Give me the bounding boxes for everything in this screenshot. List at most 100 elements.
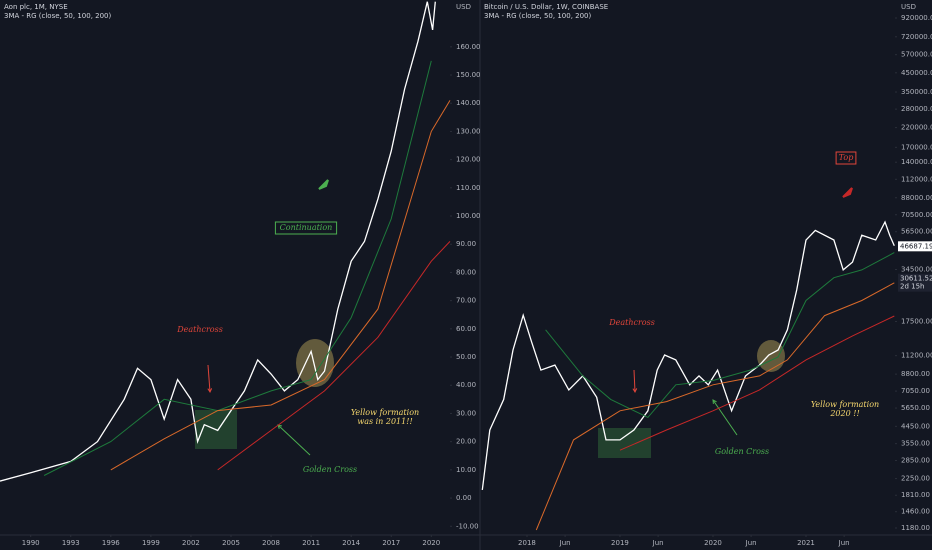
y-tick-label: 110.00	[456, 184, 481, 192]
y-tick-label: 40.00	[456, 381, 476, 389]
y-tick-label: 88000.00	[901, 194, 932, 202]
annotation-box	[274, 221, 338, 235]
y-tick-label: 0.00	[456, 494, 472, 502]
y-tick-label: 920000.00	[901, 14, 932, 22]
y-tick-label: 3550.00	[901, 440, 930, 448]
price-line	[43, 60, 432, 476]
arrow	[633, 369, 636, 393]
arrow-head	[712, 399, 717, 405]
price-line	[0, 1, 436, 482]
y-tick-label: 450000.00	[901, 69, 932, 77]
price-line	[619, 315, 895, 451]
icon	[842, 187, 853, 198]
zone-box	[598, 428, 651, 458]
y-tick-label: 20.00	[456, 438, 476, 446]
chart-title: Bitcoin / U.S. Dollar, 1W, COINBASE	[484, 3, 608, 11]
x-tick-label: 1996	[102, 539, 120, 547]
x-tick-label: 2008	[262, 539, 280, 547]
x-tick-label: Jun	[559, 539, 571, 547]
y-tick-label: 30.00	[456, 409, 476, 417]
y-tick-label: 170000.00	[901, 143, 932, 151]
y-tick-label: 4450.00	[901, 422, 930, 430]
y-tick-label: 7050.00	[901, 387, 930, 395]
y-tick-label: 70500.00	[901, 211, 932, 219]
x-tick-label: 2002	[182, 539, 200, 547]
x-tick-label: 2019	[611, 539, 629, 547]
arrow-head	[632, 388, 638, 394]
annotation: 2020 !!	[829, 409, 859, 418]
x-tick-label: 2005	[222, 539, 240, 547]
y-tick-label: 280000.00	[901, 105, 932, 113]
annotation: Golden Cross	[303, 465, 357, 474]
x-tick-label: 1993	[62, 539, 80, 547]
price-line	[535, 282, 895, 531]
chart-subtitle: 3MA - RG (close, 50, 100, 200)	[484, 12, 592, 20]
x-tick-label: 2014	[342, 539, 360, 547]
x-tick-label: 2020	[704, 539, 722, 547]
annotation: Golden Cross	[715, 447, 769, 456]
x-tick-label: 2020	[422, 539, 440, 547]
annotation-box	[835, 151, 857, 165]
x-tick-label: Jun	[838, 539, 850, 547]
y-tick-label: 56500.00	[901, 228, 932, 236]
price-badge	[898, 273, 932, 292]
annotation: Continuation	[280, 223, 333, 232]
annotation: Yellow formation	[811, 400, 879, 409]
y-tick-label: 10.00	[456, 466, 476, 474]
y-tick-label: 2850.00	[901, 456, 930, 464]
y-tick-label: 220000.00	[901, 124, 932, 132]
y-tick-label: 130.00	[456, 127, 481, 135]
x-tick-label: 2018	[518, 539, 536, 547]
y-tick-label: 1810.00	[901, 491, 930, 499]
arrow	[277, 424, 311, 456]
y-tick-label: 100.00	[456, 212, 481, 220]
y-tick-label: 570000.00	[901, 51, 932, 59]
y-tick-label: 70.00	[456, 297, 476, 305]
x-tick-label: 2011	[302, 539, 320, 547]
price-badge-sub: 2d 15h	[900, 283, 924, 291]
y-tick-label: 60.00	[456, 325, 476, 333]
price-line	[110, 100, 451, 471]
price-badge	[898, 241, 932, 252]
x-tick-label: 2021	[797, 539, 815, 547]
y-tick-label: 160.00	[456, 43, 481, 51]
y-tick-label: 140000.00	[901, 158, 932, 166]
x-tick-label: Jun	[745, 539, 757, 547]
y-tick-label: 1180.00	[901, 524, 930, 532]
y-tick-label: -10.00	[456, 522, 479, 530]
x-tick-label: 2017	[382, 539, 400, 547]
y-tick-label: 350000.00	[901, 88, 932, 96]
y-tick-label: 112000.00	[901, 175, 932, 183]
y-tick-label: 5650.00	[901, 404, 930, 412]
y-tick-label: 1460.00	[901, 508, 930, 516]
y-tick-label: 90.00	[456, 240, 476, 248]
price-line	[481, 220, 895, 490]
icon	[318, 179, 329, 190]
yellow-formation	[296, 339, 334, 387]
y-tick-label: 17500.00	[901, 317, 932, 325]
annotation: Deathcross	[176, 325, 223, 334]
y-tick-label: 140.00	[456, 99, 481, 107]
chart-title: Aon plc, 1M, NYSE	[4, 3, 68, 11]
y-tick-label: 50.00	[456, 353, 476, 361]
price-line	[217, 241, 451, 471]
y-tick-label: 150.00	[456, 71, 481, 79]
y-tick-label: 120.00	[456, 156, 481, 164]
axis-unit: USD	[456, 3, 471, 11]
annotation: was in 2011!!	[357, 417, 412, 426]
arrow	[712, 399, 738, 436]
price-line	[545, 252, 895, 419]
y-tick-label: 2250.00	[901, 475, 930, 483]
price-badge-label: 46687.19	[900, 242, 932, 250]
x-tick-label: 1999	[142, 539, 160, 547]
y-tick-label: 11200.00	[901, 352, 932, 360]
annotation: Top	[839, 153, 854, 162]
y-tick-label: 80.00	[456, 268, 476, 276]
chart-subtitle: 3MA - RG (close, 50, 100, 200)	[4, 12, 112, 20]
annotation: Yellow formation	[351, 408, 419, 417]
axis-unit: USD	[901, 3, 916, 11]
y-tick-label: 34500.00	[901, 265, 932, 273]
